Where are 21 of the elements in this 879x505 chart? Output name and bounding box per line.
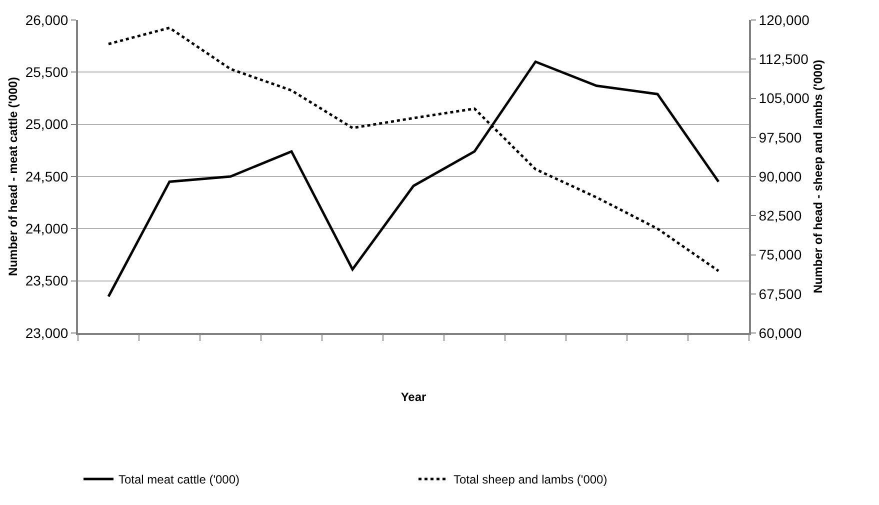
y2-tick-label: 75,000 bbox=[758, 246, 802, 263]
y2-tick-label: 82,500 bbox=[758, 208, 802, 224]
y-axis-title: Number of head - meat cattle ('000) bbox=[6, 77, 20, 276]
y-tick-label: 25,000 bbox=[25, 116, 68, 132]
y2-tick-label: 97,500 bbox=[758, 129, 802, 146]
y2-tick-label: 90,000 bbox=[758, 168, 802, 184]
y-tick-label: 23,000 bbox=[25, 324, 68, 341]
x-axis-title: Year bbox=[400, 390, 427, 404]
legend-label: Total sheep and lambs ('000) bbox=[454, 472, 608, 487]
y-tick-label: 23,500 bbox=[25, 272, 68, 289]
y2-tick-label: 112,500 bbox=[758, 51, 809, 68]
y2-tick-label: 60,000 bbox=[758, 324, 802, 341]
y-tick-label: 24,000 bbox=[25, 220, 68, 237]
y2-tick-label: 105,000 bbox=[758, 90, 810, 106]
y2-axis-title: Number of head - sheep and lambs ('000) bbox=[811, 60, 826, 294]
legend-label: Total meat cattle ('000) bbox=[118, 472, 240, 487]
y-tick-label: 26,000 bbox=[25, 12, 68, 28]
y-tick-label: 24,500 bbox=[25, 168, 68, 184]
y-tick-label: 25,500 bbox=[25, 64, 68, 80]
y2-tick-label: 67,500 bbox=[758, 286, 802, 302]
y2-tick-label: 120,000 bbox=[758, 12, 810, 28]
